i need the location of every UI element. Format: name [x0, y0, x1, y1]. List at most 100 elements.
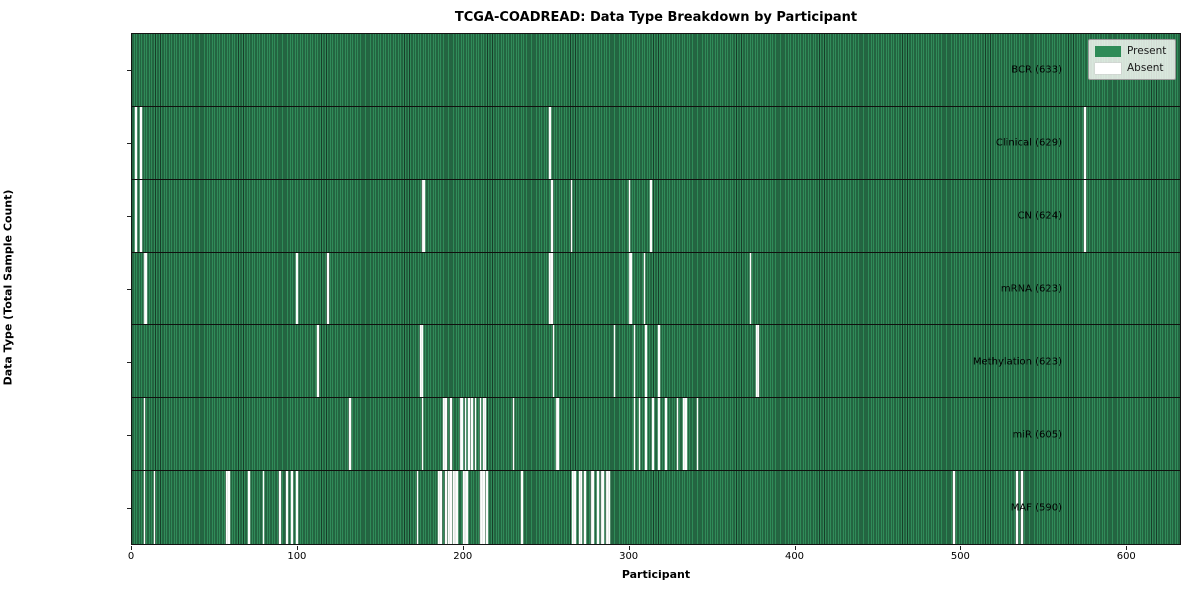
absent-mark — [683, 398, 685, 471]
row-mir — [132, 398, 1180, 472]
absent-mark — [583, 471, 586, 544]
absent-mark — [757, 325, 760, 398]
absent-mark — [592, 471, 594, 544]
y-tick-label: miR (605) — [1012, 429, 1062, 441]
absent-mark — [481, 471, 483, 544]
absent-mark — [479, 471, 482, 544]
absent-mark — [676, 398, 679, 471]
absent-mark — [438, 471, 440, 544]
absent-mark — [1016, 471, 1018, 544]
absent-mark — [484, 398, 487, 471]
absent-mark — [423, 179, 426, 252]
absent-mark — [226, 471, 228, 544]
absent-mark — [348, 398, 351, 471]
x-tick-label: 500 — [950, 551, 970, 562]
absent-mark — [684, 398, 687, 471]
absent-mark — [449, 398, 452, 471]
absent-mark — [1083, 106, 1086, 179]
absent-mark — [638, 398, 641, 471]
absent-mark — [416, 471, 419, 544]
absent-mark — [643, 252, 646, 325]
absent-mark — [454, 471, 457, 544]
absent-mark — [482, 471, 485, 544]
absent-mark — [597, 471, 599, 544]
absent-mark — [143, 252, 146, 325]
absent-mark — [628, 179, 631, 252]
absent-mark — [605, 471, 608, 544]
y-tick-label: MAF (590) — [1010, 502, 1062, 514]
absent-mark — [421, 325, 424, 398]
absent-mark — [448, 471, 450, 544]
y-tick-mark — [127, 142, 131, 144]
absent-mark — [555, 398, 558, 471]
y-tick-mark — [127, 69, 131, 71]
absent-mark — [444, 398, 447, 471]
absent-mark — [468, 398, 470, 471]
absent-mark — [628, 252, 631, 325]
chart-title: TCGA-COADREAD: Data Type Breakdown by Pa… — [454, 10, 858, 25]
absent-mark — [570, 179, 573, 252]
present-bars — [132, 398, 1180, 471]
absent-mark — [630, 252, 632, 325]
row-mrna — [132, 252, 1180, 326]
absent-mark — [262, 471, 265, 544]
absent-swatch — [1095, 62, 1121, 74]
absent-mark — [549, 106, 551, 179]
x-tick-label: 300 — [619, 551, 639, 562]
absent-mark — [285, 471, 288, 544]
legend-label: Absent — [1127, 62, 1164, 74]
absent-mark — [449, 471, 452, 544]
y-tick-label: BCR (633) — [1011, 64, 1062, 76]
absent-mark — [247, 471, 250, 544]
absent-mark — [466, 471, 469, 544]
x-tick-mark — [462, 546, 464, 550]
x-tick-mark — [960, 546, 962, 550]
legend-label: Present — [1127, 45, 1167, 57]
legend-entry-present: Present — [1095, 45, 1168, 57]
absent-mark — [521, 471, 523, 544]
absent-mark — [953, 471, 955, 544]
row-bcr — [132, 34, 1180, 107]
absent-mark — [607, 471, 609, 544]
absent-mark — [135, 106, 137, 179]
row-cn — [132, 179, 1180, 253]
absent-mark — [420, 325, 422, 398]
absent-mark — [486, 471, 488, 544]
x-tick-label: 0 — [127, 551, 135, 562]
x-tick-label: 100 — [287, 551, 307, 562]
absent-mark — [421, 398, 424, 471]
absent-mark — [602, 471, 604, 544]
absent-mark — [572, 471, 575, 544]
absent-mark — [756, 325, 758, 398]
absent-mark — [645, 398, 647, 471]
absent-mark — [153, 471, 156, 544]
absent-mark — [474, 398, 477, 471]
x-tick-mark — [131, 546, 132, 550]
absent-mark — [552, 325, 555, 398]
absent-mark — [658, 325, 661, 398]
absent-mark — [650, 179, 652, 252]
absent-mark — [482, 398, 485, 471]
present-bars — [132, 325, 1180, 398]
present-bars — [132, 34, 1180, 106]
absent-mark — [421, 179, 424, 252]
absent-mark — [453, 471, 455, 544]
absent-mark — [608, 471, 611, 544]
present-bars — [132, 471, 1180, 544]
absent-mark — [665, 398, 667, 471]
absent-mark — [574, 471, 576, 544]
absent-mark — [557, 398, 560, 471]
absent-mark — [613, 325, 616, 398]
absent-mark — [145, 252, 147, 325]
absent-mark — [633, 325, 636, 398]
absent-mark — [633, 398, 636, 471]
x-tick-mark — [1126, 546, 1128, 550]
absent-mark — [143, 398, 146, 471]
y-tick-mark — [127, 362, 131, 364]
row-methylation — [132, 325, 1180, 399]
absent-mark — [444, 471, 447, 544]
y-tick-label: Clinical (629) — [995, 137, 1062, 149]
absent-mark — [327, 252, 329, 325]
absent-mark — [464, 471, 467, 544]
x-tick-mark — [794, 546, 796, 550]
